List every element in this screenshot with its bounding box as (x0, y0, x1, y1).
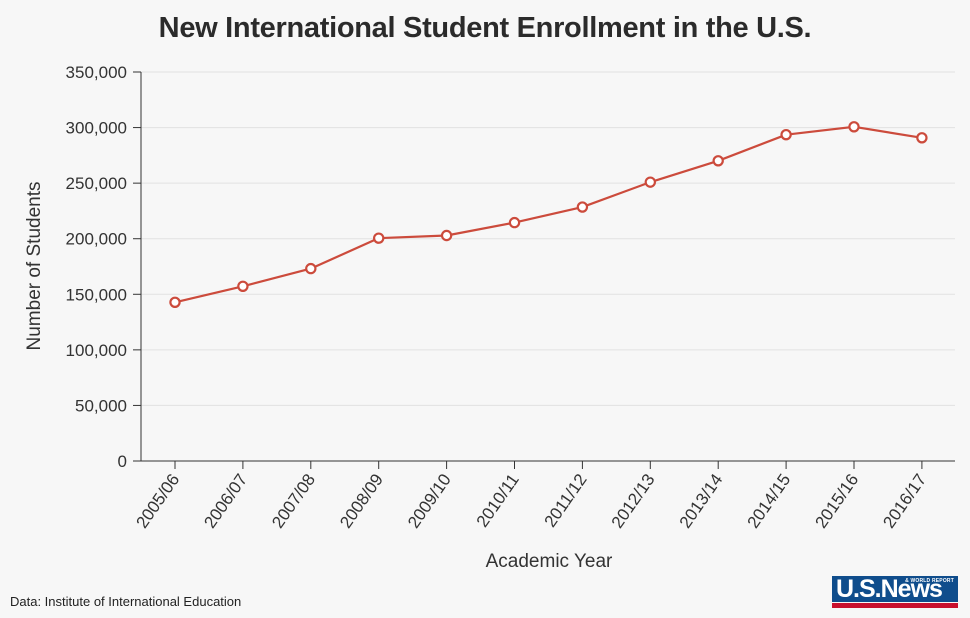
data-point (169, 296, 181, 308)
x-tick-label: 2009/10 (404, 470, 455, 531)
logo-wordmark: U.S.News (836, 575, 943, 603)
series-line (174, 125, 923, 304)
y-tick-label: 100,000 (66, 341, 127, 360)
x-tick-label: 2015/16 (811, 470, 862, 531)
y-axis-title: Number of Students (24, 182, 45, 351)
x-tick-label: 2011/12 (541, 470, 591, 530)
x-tick-label: 2016/17 (879, 470, 930, 531)
x-tick-label: 2014/15 (744, 470, 795, 531)
data-point (305, 262, 317, 275)
series-line-path (174, 125, 923, 304)
logo-red-bar (832, 603, 958, 608)
data-point (848, 121, 860, 133)
x-tick-label: 2007/08 (268, 470, 319, 531)
logo-blue-bar (832, 576, 958, 602)
y-tick-label: 0 (118, 452, 127, 471)
x-tick-label: 2005/06 (132, 470, 183, 531)
y-tick-label: 50,000 (75, 396, 127, 415)
data-point (644, 176, 657, 188)
data-point (373, 232, 385, 244)
x-axis-title: Academic Year (486, 551, 613, 572)
data-point (237, 280, 249, 292)
data-point (780, 128, 792, 141)
logo-tagline: & WORLD REPORT (905, 578, 954, 584)
x-tick-label: 2012/13 (608, 470, 659, 531)
data-point (508, 216, 521, 229)
data-point (440, 229, 453, 242)
y-tick-label: 350,000 (66, 63, 127, 82)
source-note: Data: Institute of International Educati… (10, 594, 242, 609)
y-tick-label: 150,000 (66, 285, 127, 304)
y-tick-label: 250,000 (66, 174, 127, 193)
data-point (712, 155, 724, 167)
chart-title: New International Student Enrollment in … (158, 12, 812, 44)
data-point (916, 132, 928, 144)
y-tick-label: 200,000 (66, 230, 127, 249)
x-tick-label: 2010/11 (473, 470, 523, 530)
y-tick-label: 300,000 (66, 119, 127, 138)
grid-lines (141, 71, 955, 406)
x-tick-label: 2013/14 (676, 470, 727, 531)
x-tick-label: 2008/09 (336, 470, 387, 531)
data-points (169, 121, 928, 308)
data-point (576, 201, 589, 213)
usnews-logo: U.S.News & WORLD REPORT (832, 575, 958, 610)
x-tick-label: 2006/07 (200, 470, 251, 531)
